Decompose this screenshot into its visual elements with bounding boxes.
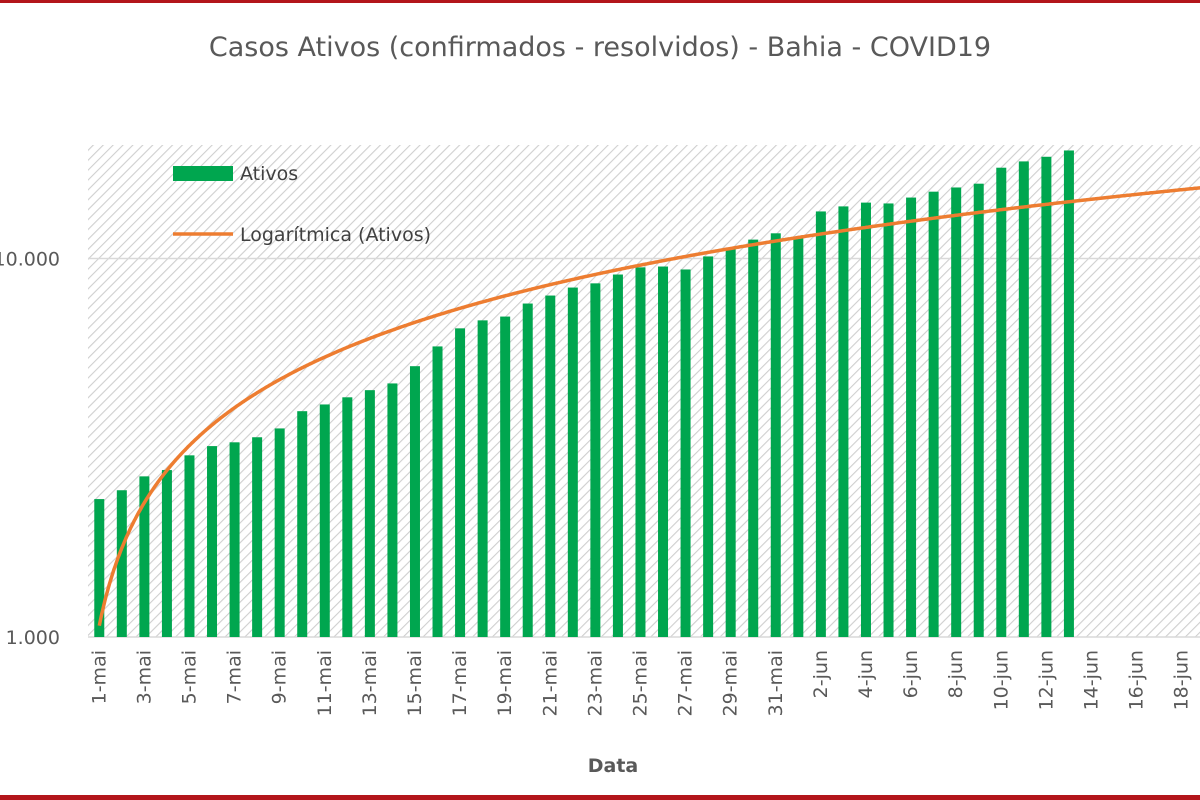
x-tick-label: 9-mai: [269, 650, 291, 704]
bar-12-mai: [342, 397, 353, 637]
x-tick-label: 27-mai: [675, 650, 697, 716]
x-tick-label: 6-jun: [900, 650, 922, 698]
legend-swatch-ativos: [173, 166, 233, 181]
bar-5-mai: [184, 455, 195, 637]
bar-3-jun: [838, 206, 849, 637]
x-tick-label: 2-jun: [810, 650, 832, 698]
bar-30-mai: [748, 239, 759, 637]
bar-28-mai: [703, 256, 714, 637]
bar-20-mai: [522, 303, 533, 637]
bar-16-mai: [432, 346, 443, 637]
x-tick-label: 19-mai: [494, 650, 516, 716]
bar-6-mai: [207, 446, 218, 637]
bar-26-mai: [658, 266, 669, 637]
frame-bottom-border: [0, 795, 1200, 800]
bar-31-mai: [770, 233, 781, 638]
bar-12-jun: [1041, 156, 1052, 637]
bar-23-mai: [590, 283, 601, 637]
x-tick-label: 17-mai: [449, 650, 471, 716]
x-tick-label: 11-mai: [314, 650, 336, 716]
bar-10-jun: [996, 167, 1007, 637]
bar-14-mai: [387, 383, 398, 637]
bar-11-mai: [319, 404, 330, 637]
x-tick-label: 13-mai: [359, 650, 381, 716]
legend-label-ativos: Ativos: [240, 163, 298, 185]
bar-27-mai: [680, 269, 691, 637]
bar-9-jun: [973, 183, 984, 637]
x-tick-label: 5-mai: [178, 650, 200, 704]
x-tick-label: 7-mai: [224, 650, 246, 704]
x-tick-label: 18-jun: [1171, 650, 1193, 710]
x-tick-label: 3-mai: [133, 650, 155, 704]
bar-2-jun: [815, 211, 826, 637]
x-tick-label: 23-mai: [584, 650, 606, 716]
bar-8-jun: [951, 187, 962, 637]
bar-24-mai: [612, 274, 623, 637]
bar-8-mai: [252, 437, 263, 637]
trendline-logaritmica: [97, 186, 1200, 627]
x-tick-label: 12-jun: [1035, 650, 1057, 710]
bar-4-jun: [860, 202, 871, 637]
bar-7-jun: [928, 191, 939, 637]
bar-3-mai: [139, 476, 150, 637]
bar-6-jun: [906, 197, 917, 638]
legend-label-trendline: Logarítmica (Ativos): [240, 224, 431, 246]
x-tick-label: 10-jun: [990, 650, 1012, 710]
bar-19-mai: [500, 316, 511, 637]
x-tick-label: 31-mai: [765, 650, 787, 716]
x-tick-label: 25-mai: [629, 650, 651, 716]
bar-18-mai: [477, 320, 488, 637]
bar-10-mai: [297, 411, 308, 637]
bar-7-mai: [229, 442, 240, 637]
x-tick-label: 15-mai: [404, 650, 426, 716]
chart-title: Casos Ativos (confirmados - resolvidos) …: [208, 32, 992, 63]
bar-11-jun: [1018, 161, 1029, 637]
y-tick-label: 1.000: [6, 627, 60, 649]
bar-13-jun: [1063, 150, 1074, 637]
bar-5-jun: [883, 203, 894, 637]
x-tick-label: 4-jun: [855, 650, 877, 698]
bar-15-mai: [409, 366, 420, 637]
y-tick-label: 10.000: [0, 249, 60, 271]
x-tick-label: 21-mai: [539, 650, 561, 716]
bar-1-jun: [793, 236, 804, 637]
bar-9-mai: [274, 428, 285, 637]
legend: Ativos Logarítmica (Ativos): [173, 163, 431, 246]
bar-29-mai: [725, 247, 736, 637]
frame-top-border: [0, 0, 1200, 3]
x-tick-label: 14-jun: [1080, 650, 1102, 710]
bar-17-mai: [455, 328, 466, 637]
x-tick-label: 1-mai: [88, 650, 110, 704]
x-axis-title: Data: [587, 755, 639, 777]
bar-21-mai: [545, 295, 556, 637]
bar-22-mai: [567, 287, 578, 637]
bar-13-mai: [364, 390, 375, 637]
x-tick-label: 8-jun: [945, 650, 967, 698]
x-tick-label: 16-jun: [1126, 650, 1148, 710]
bar-2-mai: [116, 490, 127, 637]
bar-4-mai: [161, 470, 172, 637]
bar-25-mai: [635, 267, 646, 637]
x-tick-label: 29-mai: [720, 650, 742, 716]
bar-1-mai: [94, 499, 105, 637]
